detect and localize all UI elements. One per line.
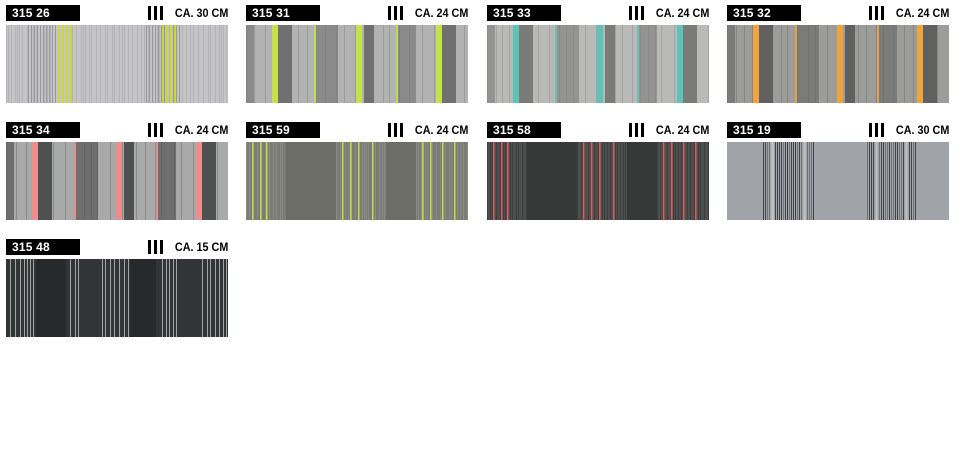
repeat-info: CA. 24 CM (387, 5, 468, 21)
swatch-code: 315 26 (6, 5, 80, 21)
swatch-header: 315 32 CA. 24 CM (727, 5, 949, 21)
swatch-code: 315 48 (6, 239, 80, 255)
swatch-315-31: 315 31 CA. 24 CM (246, 5, 468, 103)
repeat-length: CA. 30 CM (895, 123, 949, 137)
stripe-repeat-icon (628, 6, 644, 20)
repeat-info: CA. 15 CM (147, 239, 228, 255)
repeat-length: CA. 24 CM (414, 6, 468, 20)
fabric-sample-image (6, 142, 228, 220)
swatch-315-19: 315 19 CA. 30 CM (727, 122, 949, 220)
fabric-stripes (727, 142, 949, 220)
swatch-code: 315 59 (246, 122, 320, 138)
repeat-info: CA. 30 CM (868, 122, 949, 138)
swatch-header: 315 33 CA. 24 CM (487, 5, 709, 21)
swatch-code: 315 33 (487, 5, 561, 21)
fabric-sample-image (487, 25, 709, 103)
repeat-length: CA. 24 CM (174, 123, 228, 137)
swatch-header: 315 48 CA. 15 CM (6, 239, 228, 255)
swatch-315-58: 315 58 CA. 24 CM (487, 122, 709, 220)
stripe-repeat-icon (628, 123, 644, 137)
swatch-315-34: 315 34 CA. 24 CM (6, 122, 228, 220)
stripe-repeat-icon (868, 123, 884, 137)
stripe-repeat-icon (147, 6, 163, 20)
swatch-315-48: 315 48 CA. 15 CM (6, 239, 228, 337)
repeat-info: CA. 24 CM (147, 122, 228, 138)
fabric-stripes (246, 25, 468, 103)
repeat-length: CA. 24 CM (414, 123, 468, 137)
stripe-repeat-icon (147, 240, 163, 254)
fabric-stripes (6, 25, 228, 103)
stripe-repeat-icon (868, 6, 884, 20)
fabric-stripes (6, 259, 228, 337)
repeat-length: CA. 24 CM (895, 6, 949, 20)
fabric-sample-image (246, 25, 468, 103)
repeat-info: CA. 24 CM (387, 122, 468, 138)
repeat-info: CA. 24 CM (628, 122, 709, 138)
swatch-code: 315 58 (487, 122, 561, 138)
fabric-stripes (487, 142, 709, 220)
swatch-code: 315 34 (6, 122, 80, 138)
fabric-stripes (487, 25, 709, 103)
repeat-length: CA. 24 CM (655, 123, 709, 137)
repeat-info: CA. 24 CM (868, 5, 949, 21)
swatch-code: 315 31 (246, 5, 320, 21)
stripe-repeat-icon (387, 123, 403, 137)
swatch-header: 315 58 CA. 24 CM (487, 122, 709, 138)
swatch-header: 315 34 CA. 24 CM (6, 122, 228, 138)
fabric-stripes (6, 142, 228, 220)
fabric-sample-image (6, 259, 228, 337)
swatch-code: 315 32 (727, 5, 801, 21)
swatch-315-59: 315 59 CA. 24 CM (246, 122, 468, 220)
swatch-header: 315 31 CA. 24 CM (246, 5, 468, 21)
fabric-sample-image (487, 142, 709, 220)
fabric-sample-image (246, 142, 468, 220)
swatch-header: 315 19 CA. 30 CM (727, 122, 949, 138)
repeat-info: CA. 30 CM (147, 5, 228, 21)
repeat-length: CA. 30 CM (174, 6, 228, 20)
stripe-repeat-icon (147, 123, 163, 137)
fabric-stripes (246, 142, 468, 220)
fabric-sample-image (727, 25, 949, 103)
swatch-315-26: 315 26 CA. 30 CM (6, 5, 228, 103)
swatch-315-33: 315 33 CA. 24 CM (487, 5, 709, 103)
swatch-header: 315 59 CA. 24 CM (246, 122, 468, 138)
fabric-sample-image (727, 142, 949, 220)
swatch-header: 315 26 CA. 30 CM (6, 5, 228, 21)
repeat-length: CA. 15 CM (174, 240, 228, 254)
fabric-sample-image (6, 25, 228, 103)
swatch-code: 315 19 (727, 122, 801, 138)
fabric-stripes (727, 25, 949, 103)
swatch-315-32: 315 32 CA. 24 CM (727, 5, 949, 103)
stripe-repeat-icon (387, 6, 403, 20)
repeat-length: CA. 24 CM (655, 6, 709, 20)
repeat-info: CA. 24 CM (628, 5, 709, 21)
